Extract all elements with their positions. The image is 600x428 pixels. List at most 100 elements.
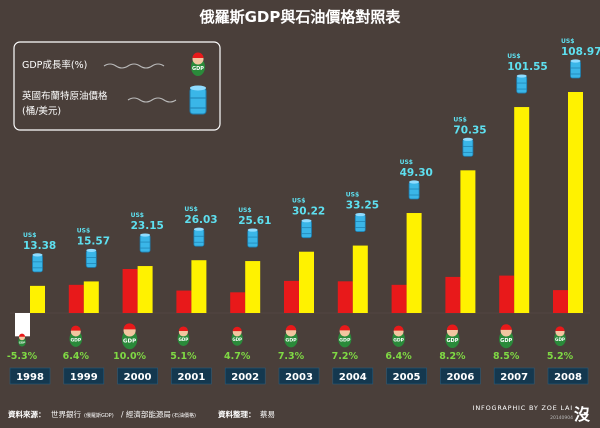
svg-text:GDP: GDP: [555, 337, 565, 342]
matryoshka-icon: GDP: [392, 325, 405, 347]
year-box-2005: [386, 367, 427, 385]
svg-text:GDP: GDP: [19, 340, 26, 344]
svg-text:GDP: GDP: [285, 338, 297, 344]
legend-gdp-squiggle: [103, 63, 165, 69]
gdp-bar-1998: [15, 313, 30, 337]
oil-currency-label: US$: [184, 206, 197, 213]
year-box-2006: [440, 367, 481, 385]
year-tick-label: 1999: [70, 372, 98, 383]
oil-barrel-icon: [516, 74, 528, 94]
oil-barrel-icon: [32, 253, 43, 273]
oil-barrel-icon: [189, 85, 207, 115]
gdp-value-label: 5.1%: [170, 351, 197, 362]
source-note-1: (俄羅斯GDP): [84, 412, 114, 419]
year-tick-label: 2008: [554, 372, 582, 383]
compiled-by: 蔡易: [260, 409, 275, 419]
gdp-bar-2006: [445, 276, 461, 313]
oil-barrel-icon: [462, 137, 474, 157]
source-sep: / 經濟部能源局: [121, 409, 171, 419]
svg-text:GDP: GDP: [339, 338, 351, 344]
oil-value-label: 101.55: [507, 61, 548, 73]
oil-bar-2004: [352, 245, 368, 313]
gdp-value-label: 4.7%: [224, 351, 251, 362]
source-label: 資料來源：: [8, 409, 46, 419]
oil-currency-label: US$: [346, 192, 359, 199]
matryoshka-icon: GDP: [499, 324, 514, 349]
oil-barrel-icon: [354, 212, 366, 232]
oil-currency-label: US$: [77, 227, 90, 234]
matryoshka-icon: GDP: [177, 326, 190, 346]
oil-value-label: 23.15: [131, 220, 164, 232]
legend-gdp-label: GDP成長率(%): [22, 59, 87, 71]
legend: GDP成長率(%) GDP 英國布蘭特原油價格 (桶/美元): [13, 41, 221, 131]
oil-value-label: 70.35: [453, 124, 486, 136]
year-box-1999: [63, 367, 105, 385]
svg-text:GDP: GDP: [192, 66, 204, 72]
gdp-value-label: 8.5%: [493, 351, 520, 362]
gdp-value-label: 6.4%: [385, 351, 412, 362]
chart-marks: US$13.38GDP-5.3%1998US$15.57GDP6.4%1999U…: [7, 38, 600, 385]
year-tick-label: 2000: [124, 372, 152, 383]
year-tick-label: 2003: [285, 372, 313, 383]
gdp-value-label: -5.3%: [7, 351, 38, 362]
gdp-bar-2000: [122, 269, 138, 313]
oil-value-label: 13.38: [23, 240, 56, 252]
oil-currency-label: US$: [131, 212, 144, 219]
chart-title: 俄羅斯GDP與石油價格對照表: [199, 8, 402, 26]
year-box-2008: [547, 367, 589, 385]
oil-barrel-icon: [193, 227, 205, 247]
gdp-value-label: 6.4%: [63, 351, 90, 362]
compiled-label: 資料整理：: [218, 409, 256, 419]
oil-barrel-icon: [408, 180, 420, 200]
oil-bar-1999: [83, 281, 99, 313]
oil-barrel-icon: [247, 228, 259, 248]
oil-value-label: 49.30: [400, 167, 433, 179]
matryoshka-icon: GDP: [554, 326, 566, 347]
oil-value-label: 108.97: [561, 46, 600, 58]
legend-oil-label-2: (桶/美元): [22, 105, 61, 117]
year-box-2003: [278, 367, 320, 385]
matryoshka-icon: GDP: [338, 325, 352, 348]
oil-bar-2002: [245, 261, 261, 313]
year-box-1998: [9, 367, 51, 385]
oil-bar-2006: [460, 170, 476, 313]
oil-bar-1998: [30, 285, 45, 313]
gdp-value-label: 5.2%: [547, 351, 574, 362]
svg-text:GDP: GDP: [70, 337, 81, 343]
oil-bar-2005: [406, 213, 422, 313]
year-tick-label: 2002: [231, 372, 259, 383]
gdp-bar-2004: [337, 281, 353, 313]
oil-currency-label: US$: [23, 232, 36, 239]
svg-text:GDP: GDP: [178, 337, 188, 342]
oil-barrel-icon: [85, 248, 97, 268]
oil-bar-2000: [137, 266, 153, 313]
svg-text:GDP: GDP: [123, 339, 136, 345]
year-box-2000: [117, 367, 158, 385]
gdp-bar-2008: [553, 290, 568, 313]
gdp-value-label: 8.2%: [439, 351, 466, 362]
year-tick-label: 2005: [393, 372, 421, 383]
year-box-2002: [224, 367, 266, 385]
oil-value-label: 25.61: [238, 215, 271, 227]
year-tick-label: 2007: [500, 372, 528, 383]
svg-text:GDP: GDP: [232, 337, 242, 342]
year-tick-label: 2001: [177, 372, 205, 383]
gdp-bar-2007: [499, 275, 515, 313]
oil-barrel-icon: [301, 219, 312, 239]
oil-barrel-icon: [570, 59, 581, 79]
oil-currency-label: US$: [507, 53, 520, 60]
matryoshka-icon: GDP: [231, 326, 243, 346]
source-note-2: (石油價格): [172, 412, 196, 419]
gdp-bar-2002: [230, 292, 246, 313]
year-box-2001: [171, 367, 212, 385]
matryoshka-icon: GDP: [284, 325, 298, 348]
oil-value-label: 33.25: [346, 200, 379, 212]
oil-currency-label: US$: [292, 198, 305, 205]
oil-currency-label: US$: [453, 116, 466, 123]
year-tick-label: 2004: [339, 372, 367, 383]
oil-barrel-icon: [139, 233, 151, 253]
year-tick-label: 1998: [16, 372, 44, 383]
oil-bar-2007: [514, 107, 530, 313]
gdp-value-label: 10.0%: [113, 351, 146, 362]
footer: 資料來源： 世界銀行 (俄羅斯GDP) / 經濟部能源局 (石油價格) 資料整理…: [8, 404, 591, 424]
